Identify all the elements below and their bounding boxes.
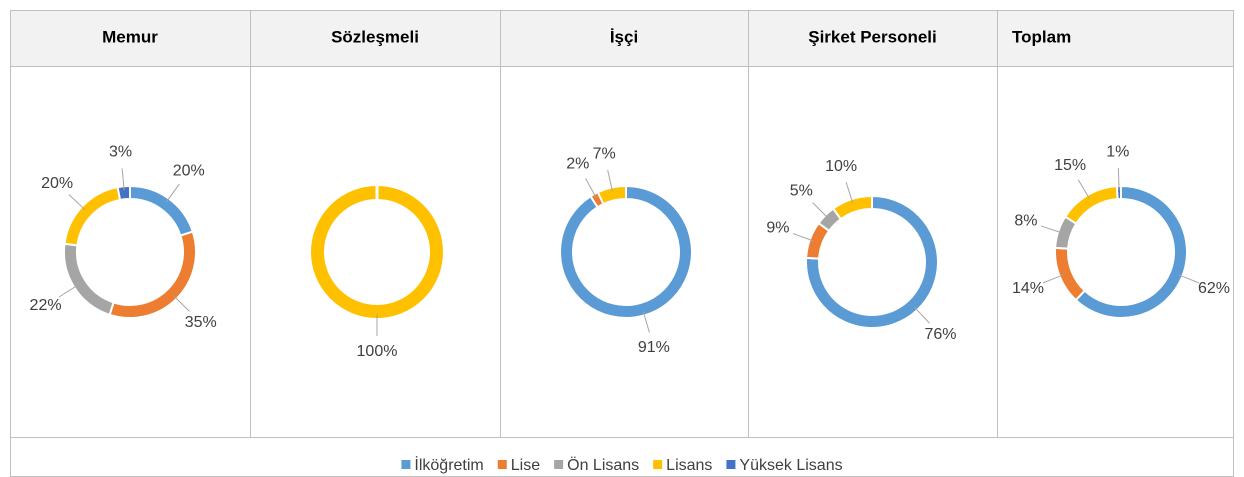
legend-swatch <box>401 460 411 469</box>
leader-line <box>792 233 814 242</box>
leader-line <box>68 194 86 210</box>
header-row <box>10 10 1234 66</box>
leader-line <box>914 306 930 324</box>
leader-line <box>1077 179 1090 199</box>
leader-line <box>642 311 650 333</box>
donut-segment <box>63 242 115 317</box>
column-header: Toplam <box>1012 27 1071 46</box>
leader-line <box>173 295 190 312</box>
column-header: Memur <box>102 27 158 46</box>
donut-segment <box>559 184 693 319</box>
leader-line <box>1178 274 1200 284</box>
leader-line <box>58 284 78 298</box>
value-label: 62% <box>1198 280 1230 297</box>
value-label: 14% <box>1012 280 1044 297</box>
donut-segment <box>1115 184 1122 201</box>
legend-label: Lisans <box>666 457 712 474</box>
value-label: 3% <box>109 144 132 161</box>
leader-line <box>1042 274 1064 284</box>
value-label: 100% <box>357 343 398 360</box>
leader-line <box>121 168 125 191</box>
donut-segment <box>831 194 873 221</box>
value-label: 8% <box>1014 212 1037 229</box>
leader-line <box>812 202 829 219</box>
value-label: 5% <box>790 183 813 200</box>
value-label: 1% <box>1106 143 1129 160</box>
donut-segment <box>805 194 939 329</box>
value-label: 91% <box>638 339 670 356</box>
legend-label: İlköğretim <box>414 455 483 474</box>
value-label: 2% <box>566 156 589 173</box>
legend-swatch <box>497 460 507 469</box>
leader-line <box>585 178 597 198</box>
legend-label: Lise <box>511 457 540 474</box>
donut-segment <box>129 184 195 237</box>
donut-segment <box>63 185 122 247</box>
leader-line <box>845 181 854 204</box>
legend-swatch <box>554 460 564 469</box>
donut-segment <box>1054 246 1087 302</box>
value-label: 7% <box>593 146 616 163</box>
value-label: 20% <box>173 162 205 179</box>
column-header: İşçi <box>610 27 638 46</box>
leader-line <box>1040 225 1063 234</box>
column-header: Sözleşmeli <box>331 27 419 46</box>
value-label: 35% <box>185 314 217 331</box>
donut-segment <box>311 186 443 318</box>
value-label: 22% <box>30 297 62 314</box>
value-label: 76% <box>924 326 956 343</box>
leader-line <box>166 183 180 203</box>
donut-segment <box>116 184 131 202</box>
legend-swatch <box>726 460 736 469</box>
value-label: 10% <box>825 158 857 175</box>
donut-segment <box>596 184 627 206</box>
legend-swatch <box>653 460 663 469</box>
leader-line <box>607 169 613 192</box>
leader-line <box>1117 168 1120 191</box>
donut-segment <box>1063 185 1119 225</box>
value-label: 20% <box>41 175 73 192</box>
legend-label: Yüksek Lisans <box>739 457 842 474</box>
value-label: 9% <box>766 219 789 236</box>
value-label: 15% <box>1054 157 1086 174</box>
column-header: Şirket Personeli <box>808 27 937 46</box>
legend-label: Ön Lisans <box>567 456 639 474</box>
